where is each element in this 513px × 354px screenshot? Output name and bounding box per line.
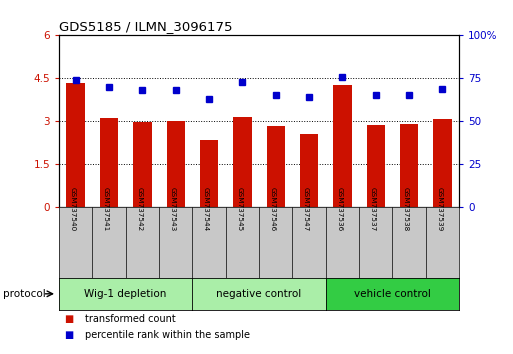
Bar (133, 122, 151, 207)
Text: negative control: negative control (216, 289, 302, 299)
Text: GSM737545: GSM737545 (236, 187, 242, 232)
Bar (333, 85, 351, 207)
Bar (233, 117, 251, 207)
Text: vehicle control: vehicle control (354, 289, 431, 299)
Text: GSM737544: GSM737544 (203, 187, 209, 232)
Bar (433, 119, 451, 207)
Bar (267, 126, 285, 207)
Text: GSM737543: GSM737543 (170, 187, 175, 232)
Bar (67, 82, 85, 207)
Bar (100, 118, 118, 207)
Text: GSM737536: GSM737536 (337, 187, 343, 232)
Text: GSM737542: GSM737542 (136, 187, 143, 232)
Text: GSM737540: GSM737540 (70, 187, 76, 232)
Text: ■: ■ (64, 330, 73, 339)
Text: GSM737537: GSM737537 (370, 187, 376, 232)
Bar (400, 124, 418, 207)
Text: Wig-1 depletion: Wig-1 depletion (85, 289, 167, 299)
Text: percentile rank within the sample: percentile rank within the sample (85, 330, 250, 339)
Text: protocol: protocol (3, 289, 45, 299)
Text: GSM737538: GSM737538 (403, 187, 409, 232)
Text: GSM737546: GSM737546 (270, 187, 276, 232)
Bar (167, 121, 185, 207)
Bar (367, 125, 385, 207)
Text: ■: ■ (64, 314, 73, 324)
Bar (200, 140, 218, 207)
Text: GSM737547: GSM737547 (303, 187, 309, 232)
Text: GSM737539: GSM737539 (437, 187, 442, 232)
Text: GDS5185 / ILMN_3096175: GDS5185 / ILMN_3096175 (59, 20, 232, 33)
Text: transformed count: transformed count (85, 314, 175, 324)
Text: GSM737541: GSM737541 (103, 187, 109, 232)
Bar (300, 134, 318, 207)
